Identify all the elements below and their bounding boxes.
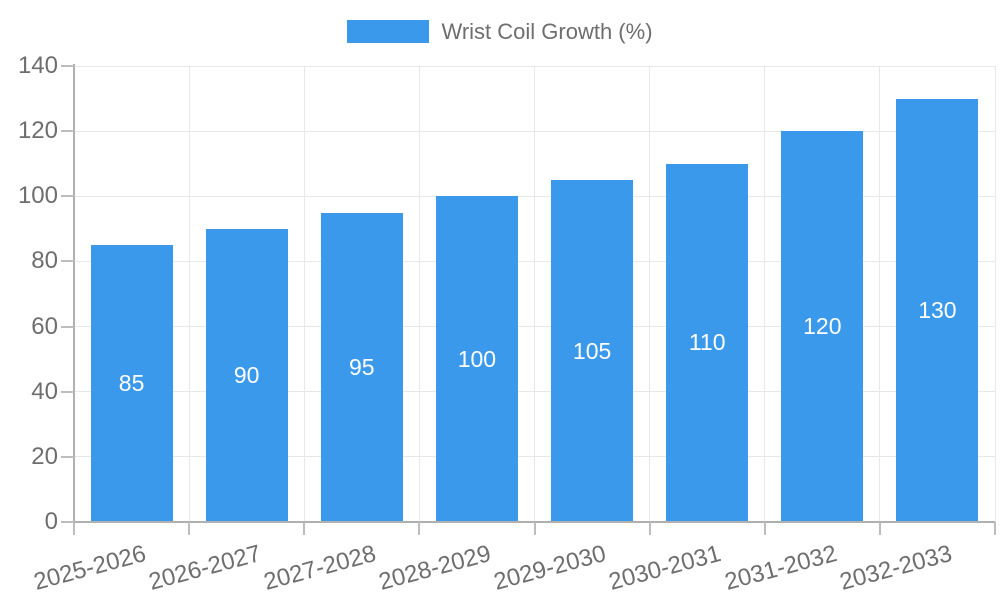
x-axis-tick — [533, 522, 536, 535]
y-axis-tick — [61, 325, 74, 328]
y-axis-tick — [61, 455, 74, 458]
y-axis-label: 80 — [31, 247, 58, 275]
x-axis-label: 2032-2033 — [836, 540, 955, 596]
bar[interactable]: 130 — [896, 98, 979, 522]
y-axis-label: 100 — [17, 182, 58, 210]
y-axis-label: 40 — [31, 377, 58, 405]
bar[interactable]: 90 — [205, 228, 288, 522]
bar[interactable]: 85 — [90, 245, 173, 522]
bar[interactable]: 105 — [551, 180, 634, 522]
y-axis-tick — [61, 65, 74, 67]
x-axis-tick — [994, 522, 996, 535]
x-axis-tick — [763, 522, 766, 535]
gridline-vertical — [649, 66, 651, 522]
bar[interactable]: 110 — [666, 163, 749, 522]
bar[interactable]: 100 — [435, 196, 518, 522]
x-axis-tick — [188, 522, 191, 535]
y-axis-line — [73, 64, 75, 522]
chart-legend[interactable]: Wrist Coil Growth (%) — [0, 20, 1000, 43]
y-axis-label: 0 — [44, 508, 58, 535]
bar-value-label: 105 — [572, 337, 612, 364]
bar-value-label: 90 — [233, 361, 260, 388]
bar[interactable]: 120 — [781, 131, 864, 522]
bar[interactable]: 95 — [320, 212, 403, 522]
x-axis-label: 2029-2030 — [491, 540, 610, 596]
bar-value-label: 130 — [918, 296, 957, 323]
y-axis-tick — [61, 130, 74, 133]
gridline-vertical — [764, 66, 766, 522]
x-axis-label: 2028-2029 — [376, 540, 494, 596]
y-axis-label: 140 — [17, 52, 58, 79]
x-axis-tick — [878, 522, 881, 535]
x-axis-tick — [73, 522, 75, 535]
gridline-vertical — [994, 66, 996, 522]
legend-label: Wrist Coil Growth (%) — [441, 19, 653, 44]
x-axis-label: 2025-2026 — [30, 540, 149, 596]
y-axis-tick — [61, 390, 74, 393]
bar-value-label: 110 — [688, 329, 726, 356]
x-axis-tick — [418, 522, 421, 535]
gridline-vertical — [303, 66, 305, 522]
x-axis-label: 2031-2032 — [721, 540, 840, 596]
bar-value-label: 85 — [118, 370, 145, 397]
x-axis-tick — [648, 522, 651, 535]
y-axis-label: 20 — [31, 442, 58, 470]
y-axis-tick — [61, 195, 74, 198]
gridline-vertical — [534, 66, 535, 522]
bar-value-label: 95 — [349, 353, 375, 380]
gridline-vertical — [188, 66, 190, 522]
y-axis-label: 120 — [17, 117, 58, 145]
gridline-vertical — [879, 66, 881, 522]
legend-swatch — [347, 20, 430, 43]
x-axis-label: 2027-2028 — [260, 540, 379, 596]
y-axis-label: 60 — [31, 312, 58, 340]
x-axis-label: 2026-2027 — [145, 540, 264, 596]
y-axis-tick — [61, 521, 74, 523]
bar-value-label: 120 — [803, 313, 842, 340]
gridline-vertical — [418, 66, 420, 522]
x-axis-tick — [303, 522, 306, 535]
bar-value-label: 100 — [457, 345, 497, 372]
y-axis-tick — [61, 260, 74, 263]
x-axis-label: 2030-2031 — [606, 540, 725, 596]
